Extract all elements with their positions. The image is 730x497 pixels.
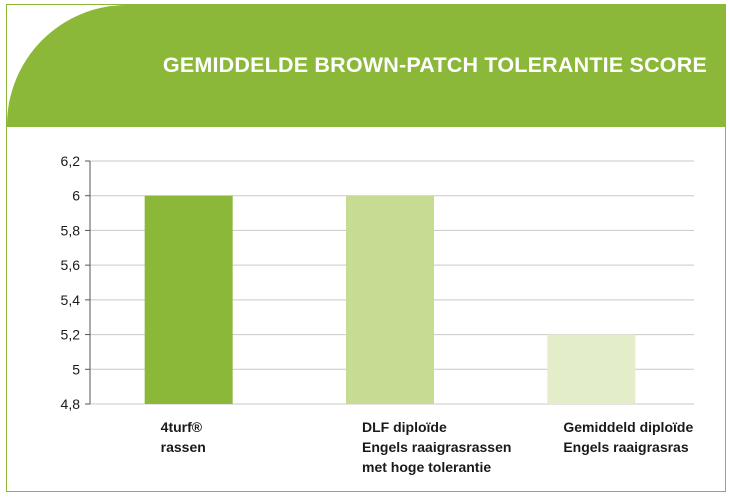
x-category-label-line: met hoge tolerantie [362, 459, 492, 475]
x-category-label: DLF diploïde Engels raaigrasrassen met hog… [362, 417, 511, 477]
y-tick-label: 4,8 [61, 396, 81, 412]
x-category-label-line: Engels raaigrasras [563, 439, 689, 455]
x-category-label-line: rassen [160, 439, 206, 455]
y-tick-label: 6 [72, 188, 80, 204]
chart-title: GEMIDDELDE BROWN-PATCH TOLERANTIE SCORE [162, 53, 707, 77]
bar [144, 195, 233, 404]
x-category-label: Gemiddeld diploïde Engels raaigrasras [563, 417, 693, 457]
y-tick-label: 5,6 [61, 257, 81, 273]
y-tick-label: 5,8 [61, 222, 81, 238]
bar [547, 334, 636, 404]
bar [346, 195, 434, 404]
chart-frame: GEMIDDELDE BROWN-PATCH TOLERANTIE SCORE [6, 4, 726, 492]
y-tick-label: 6,2 [61, 153, 81, 169]
x-category-label-line: DLF diploïde [362, 419, 447, 435]
x-category-label: 4turf® rassen [161, 417, 206, 457]
y-tick-label: 5,4 [61, 292, 81, 308]
y-tick-label: 5,2 [61, 327, 81, 343]
chart-header: GEMIDDELDE BROWN-PATCH TOLERANTIE SCORE [7, 5, 725, 127]
x-category-label-line: 4turf® [160, 419, 203, 435]
x-category-label-line: Gemiddeld diploïde [563, 419, 694, 435]
x-category-label-line: Engels raaigrasrassen [362, 439, 512, 455]
y-tick-label: 5 [72, 361, 80, 377]
